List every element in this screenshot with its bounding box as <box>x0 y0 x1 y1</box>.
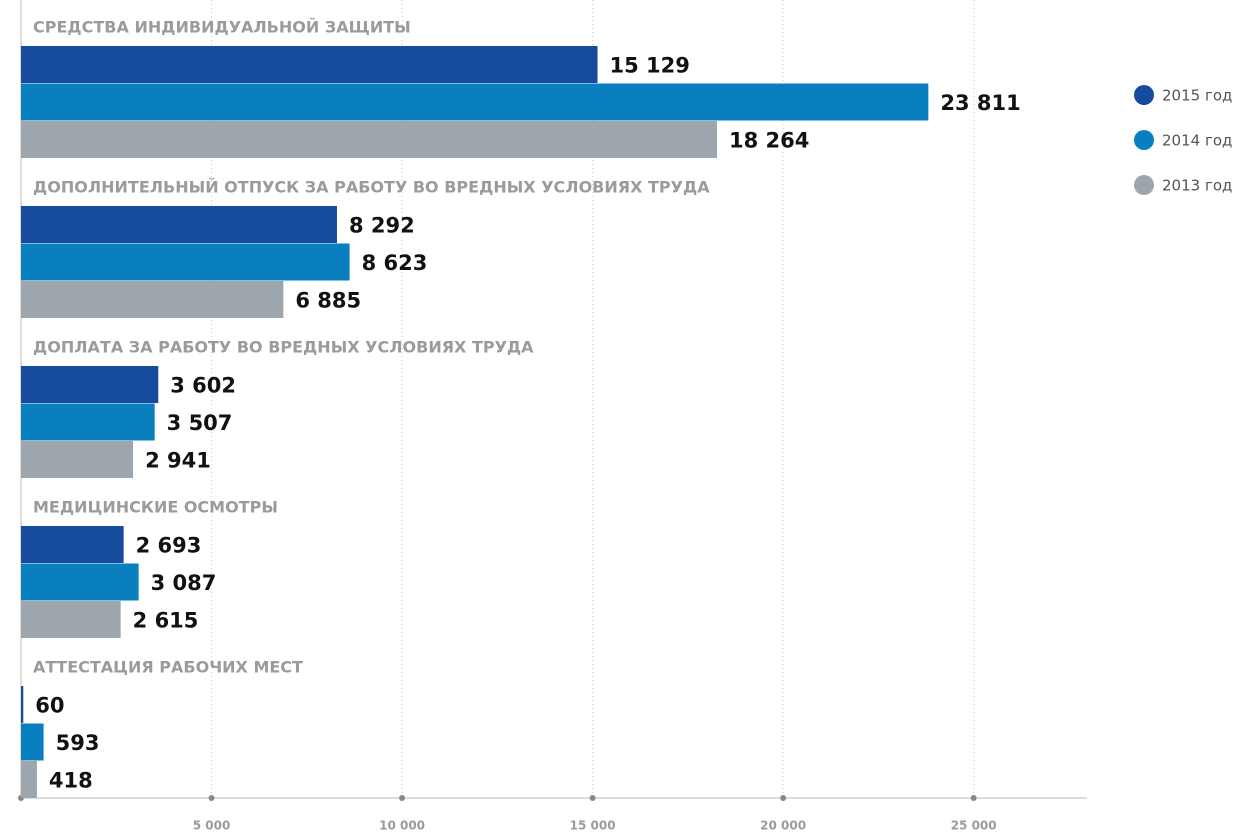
x-tick-label: 25 000 <box>951 819 997 833</box>
x-tick-label: 10 000 <box>379 819 425 833</box>
legend-label: 2015 год <box>1162 87 1232 105</box>
tick-mark <box>589 795 596 801</box>
category-label: СРЕДСТВА ИНДИВИДУАЛЬНОЙ ЗАЩИТЫ <box>33 18 411 37</box>
bar <box>21 526 124 563</box>
x-tick-label: 20 000 <box>760 819 806 833</box>
tick-mark <box>208 795 215 801</box>
value-label: 2 693 <box>136 534 202 558</box>
category-label: МЕДИЦИНСКИЕ ОСМОТРЫ <box>33 498 278 517</box>
category-label: АТТЕСТАЦИЯ РАБОЧИХ МЕСТ <box>33 658 303 677</box>
value-label: 3 087 <box>151 571 217 595</box>
bar <box>21 563 139 601</box>
category-label: ДОПЛАТА ЗА РАБОТУ ВО ВРЕДНЫХ УСЛОВИЯХ ТР… <box>33 338 534 357</box>
x-tick-label: 5 000 <box>193 819 231 833</box>
value-label: 60 <box>35 694 64 718</box>
bar <box>21 441 134 478</box>
bar <box>21 761 37 798</box>
value-label: 8 292 <box>349 214 415 238</box>
x-tick-label: 15 000 <box>570 819 616 833</box>
value-label: 2 941 <box>145 449 211 473</box>
legend-swatch <box>1134 85 1154 105</box>
bar <box>21 723 44 761</box>
bar <box>21 366 159 403</box>
category-label: ДОПОЛНИТЕЛЬНЫЙ ОТПУСК ЗА РАБОТУ ВО ВРЕДН… <box>33 178 710 197</box>
legend-swatch <box>1134 175 1154 195</box>
value-label: 2 615 <box>133 609 199 633</box>
legend-swatch <box>1134 130 1154 150</box>
tick-mark <box>399 795 406 801</box>
value-label: 18 264 <box>729 129 809 153</box>
value-label: 6 885 <box>295 289 361 313</box>
legend-label: 2013 год <box>1162 177 1232 195</box>
bar <box>21 46 598 83</box>
bar <box>21 601 121 638</box>
value-label: 3 602 <box>170 374 236 398</box>
bar <box>21 281 284 318</box>
value-label: 15 129 <box>610 54 690 78</box>
value-label: 593 <box>56 731 100 755</box>
value-label: 3 507 <box>167 411 233 435</box>
legend-label: 2014 год <box>1162 132 1232 150</box>
bar <box>21 206 337 243</box>
bar <box>21 83 929 121</box>
tick-mark <box>780 795 787 801</box>
value-label: 23 811 <box>940 91 1020 115</box>
value-label: 418 <box>49 769 93 793</box>
bar <box>21 403 155 441</box>
bar <box>21 243 350 281</box>
value-label: 8 623 <box>362 251 428 275</box>
tick-mark <box>970 795 977 801</box>
bar <box>21 121 717 158</box>
bar <box>21 686 24 723</box>
